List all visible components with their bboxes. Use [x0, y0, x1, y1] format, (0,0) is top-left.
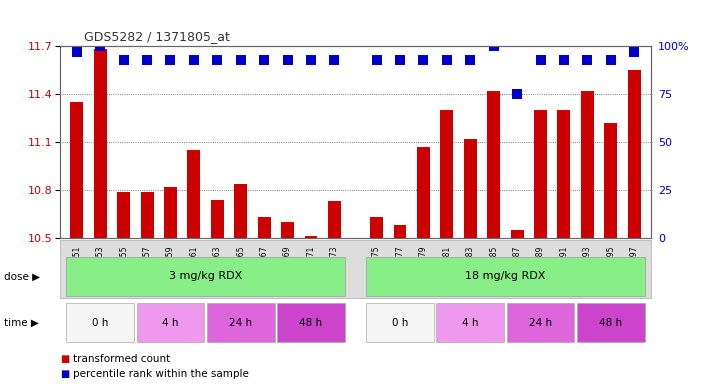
Point [418, 56, 429, 63]
Point [488, 43, 499, 49]
Text: 48 h: 48 h [599, 318, 622, 328]
Point [441, 56, 452, 63]
Bar [440, 110, 454, 238]
Text: 18 mg/kg RDX: 18 mg/kg RDX [465, 271, 545, 281]
Bar [304, 237, 317, 238]
Text: ■: ■ [60, 354, 70, 364]
Point [71, 49, 82, 55]
Point [464, 56, 476, 63]
Bar [211, 200, 224, 238]
Point [371, 56, 383, 63]
Text: transformed count: transformed count [73, 354, 171, 364]
FancyBboxPatch shape [506, 303, 574, 342]
Text: GDS5282 / 1371805_at: GDS5282 / 1371805_at [84, 30, 230, 43]
Point [582, 56, 593, 63]
FancyBboxPatch shape [366, 257, 645, 296]
FancyBboxPatch shape [66, 303, 134, 342]
FancyBboxPatch shape [437, 303, 504, 342]
Bar [117, 192, 130, 238]
FancyBboxPatch shape [277, 303, 345, 342]
Point [118, 56, 129, 63]
Bar [628, 70, 641, 238]
Point [259, 56, 270, 63]
Bar [464, 139, 476, 238]
Bar [370, 217, 383, 238]
Text: time ▶: time ▶ [4, 318, 38, 328]
Point [328, 56, 340, 63]
Bar [487, 91, 500, 238]
Text: ■: ■ [60, 369, 70, 379]
Point [95, 43, 106, 49]
Point [141, 56, 153, 63]
Bar [188, 150, 201, 238]
Bar [394, 225, 407, 238]
Text: 0 h: 0 h [392, 318, 408, 328]
Bar [281, 222, 294, 238]
Text: dose ▶: dose ▶ [4, 271, 40, 281]
Point [212, 56, 223, 63]
Text: 24 h: 24 h [529, 318, 552, 328]
Point [629, 49, 640, 55]
Bar [257, 217, 271, 238]
Bar [235, 184, 247, 238]
Bar [417, 147, 430, 238]
Bar [164, 187, 177, 238]
Bar [581, 91, 594, 238]
FancyBboxPatch shape [577, 303, 645, 342]
Bar [328, 201, 341, 238]
Point [282, 56, 293, 63]
FancyBboxPatch shape [207, 303, 274, 342]
Bar [604, 123, 617, 238]
Point [605, 56, 616, 63]
Point [165, 56, 176, 63]
Text: 3 mg/kg RDX: 3 mg/kg RDX [169, 271, 242, 281]
Bar [557, 110, 570, 238]
Point [395, 56, 406, 63]
Point [188, 56, 200, 63]
Text: 0 h: 0 h [92, 318, 109, 328]
Point [235, 56, 247, 63]
Point [558, 56, 570, 63]
Bar [94, 49, 107, 238]
Point [305, 56, 316, 63]
Bar [141, 192, 154, 238]
Bar [70, 102, 83, 238]
Text: 4 h: 4 h [162, 318, 178, 328]
Point [535, 56, 546, 63]
Text: 24 h: 24 h [229, 318, 252, 328]
Text: 4 h: 4 h [462, 318, 479, 328]
Point [511, 91, 523, 97]
Bar [510, 230, 523, 238]
FancyBboxPatch shape [137, 303, 205, 342]
Bar [534, 110, 547, 238]
Text: percentile rank within the sample: percentile rank within the sample [73, 369, 249, 379]
FancyBboxPatch shape [66, 257, 345, 296]
Text: 48 h: 48 h [299, 318, 323, 328]
FancyBboxPatch shape [366, 303, 434, 342]
